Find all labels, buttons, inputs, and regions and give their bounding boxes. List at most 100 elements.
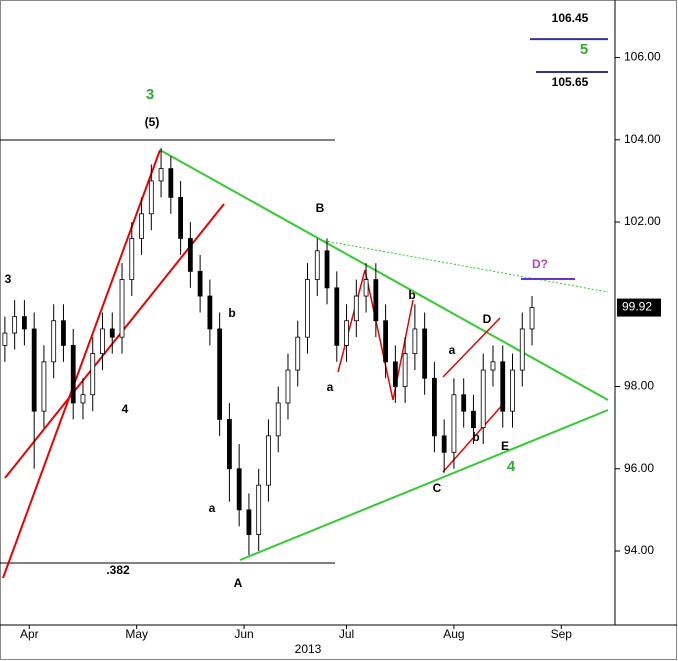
annotation: A xyxy=(234,576,243,590)
annotation: B xyxy=(316,201,325,215)
candle-body xyxy=(178,196,183,239)
annotation: a xyxy=(449,343,456,357)
candle-body xyxy=(422,328,428,379)
candle-body xyxy=(158,168,164,182)
candle-body xyxy=(519,328,525,371)
candle-body xyxy=(383,320,388,363)
candle-body xyxy=(70,344,76,404)
candle-body xyxy=(363,279,369,297)
candle-body xyxy=(500,361,506,412)
y-tick-label: 102.00 xyxy=(624,214,661,228)
candle-body xyxy=(168,168,174,198)
candle-body xyxy=(187,238,193,272)
annotation: b xyxy=(228,306,235,320)
trend-line xyxy=(2,149,161,579)
y-tick-label: 106.00 xyxy=(624,50,661,64)
annotation: D? xyxy=(532,257,548,271)
candle-body xyxy=(305,279,310,338)
candle-body xyxy=(480,369,486,429)
candle-body xyxy=(529,307,535,330)
candles xyxy=(2,148,535,556)
candle-body xyxy=(373,279,379,322)
candle-body xyxy=(412,328,418,355)
annotation: C xyxy=(433,481,442,495)
annotation: b xyxy=(408,288,415,302)
annotation: .382 xyxy=(106,563,130,577)
candle-body xyxy=(266,435,271,486)
candle-body xyxy=(22,316,27,330)
candle-body xyxy=(246,509,252,535)
candle-body xyxy=(139,213,144,239)
candle-body xyxy=(353,295,359,322)
candle-body xyxy=(51,320,57,363)
candle-body xyxy=(197,270,203,297)
annotation: b xyxy=(472,430,479,444)
annotation: 4 xyxy=(507,458,516,475)
candle-body xyxy=(490,361,496,371)
y-tick-label: 94.00 xyxy=(624,543,654,557)
candle-body xyxy=(129,238,135,281)
candle-body xyxy=(441,435,447,453)
annotation: E xyxy=(501,439,509,453)
candle-body xyxy=(207,295,213,330)
trend-line xyxy=(159,149,609,401)
candle-body xyxy=(2,332,8,346)
target-label: 105.65 xyxy=(552,75,589,89)
x-axis-label: 2013 xyxy=(295,642,322,656)
candle-body xyxy=(324,250,330,289)
candle-body xyxy=(295,336,301,371)
x-tick-label: May xyxy=(125,627,148,641)
candle-body xyxy=(217,328,223,420)
candle-body xyxy=(275,402,281,437)
x-tick-label: Sep xyxy=(551,627,573,641)
wave-line xyxy=(337,269,414,401)
candle-body xyxy=(461,394,467,412)
x-tick-label: Jun xyxy=(234,627,253,641)
annotation: 3 xyxy=(146,86,154,103)
x-tick-label: Jul xyxy=(339,627,354,641)
candle-body xyxy=(334,287,340,346)
candle-body xyxy=(100,328,105,355)
annotation: 4 xyxy=(122,402,129,416)
candle-body xyxy=(80,394,86,404)
candle-body xyxy=(471,410,476,429)
annotation: a xyxy=(327,380,334,394)
candle-body xyxy=(432,377,437,437)
candle-body xyxy=(90,353,96,396)
candle-body xyxy=(119,279,125,338)
channel-line xyxy=(442,401,506,473)
price-box xyxy=(617,298,661,317)
candle-body xyxy=(12,316,18,334)
x-tick-label: Aug xyxy=(443,627,464,641)
y-tick-label: 98.00 xyxy=(624,379,654,393)
trend-line xyxy=(4,203,225,479)
candle-body xyxy=(285,369,291,404)
candle-body xyxy=(41,361,47,412)
candle-body xyxy=(227,419,232,470)
y-tick-label: 96.00 xyxy=(624,461,654,475)
candle-body xyxy=(510,369,515,412)
candle-body xyxy=(451,394,457,453)
candle-body xyxy=(256,484,262,535)
trend-line xyxy=(239,409,609,561)
candle-body xyxy=(109,328,115,338)
candle-body xyxy=(344,320,349,346)
candle-body xyxy=(61,320,66,346)
annotation: a xyxy=(209,501,216,515)
candle-body xyxy=(402,353,408,387)
y-tick-label: 104.00 xyxy=(624,132,661,146)
annotation: (5) xyxy=(145,115,160,129)
x-tick-label: Apr xyxy=(20,627,39,641)
annotation: 5 xyxy=(580,41,588,58)
price-label: 99.92 xyxy=(622,300,652,314)
annotation: D xyxy=(483,312,492,326)
trend-line xyxy=(319,239,609,293)
candle-body xyxy=(148,180,154,215)
annotation: 3 xyxy=(5,272,12,286)
candle-body xyxy=(314,250,320,281)
candle-body xyxy=(392,361,398,387)
channel-line xyxy=(442,317,501,378)
